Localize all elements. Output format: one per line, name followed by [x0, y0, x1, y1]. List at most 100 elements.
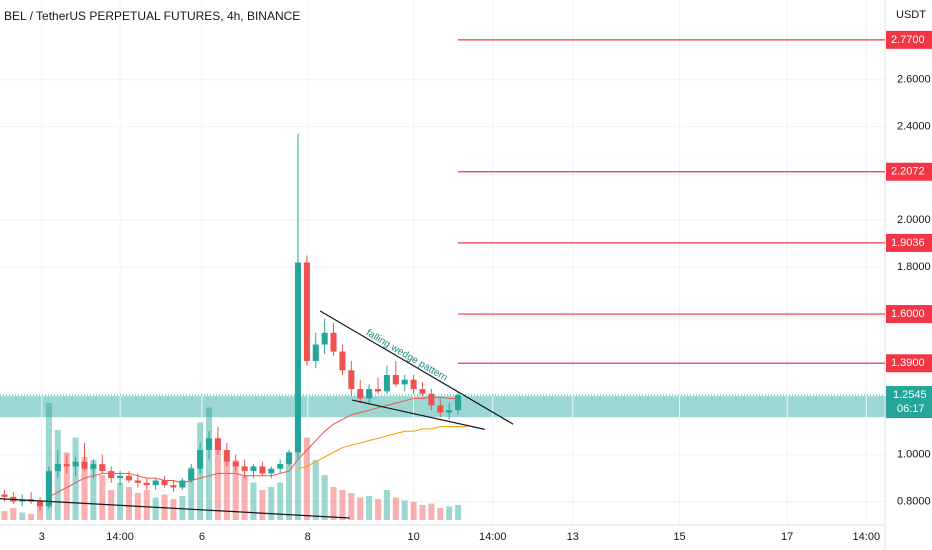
- trendline: [0, 498, 350, 519]
- price-level-tag: [886, 354, 932, 373]
- price-level-tag: [886, 162, 932, 181]
- y-tick-label: 2.6000: [897, 74, 931, 86]
- y-tick-label: 2.0000: [897, 214, 931, 226]
- trendline: [319, 310, 514, 425]
- plot-area: [0, 0, 932, 525]
- candle-body: [366, 389, 373, 399]
- volume-bar: [250, 482, 257, 520]
- volume-bar: [72, 437, 79, 520]
- volume-bar: [223, 452, 230, 520]
- volume-bar: [374, 499, 382, 520]
- candle-body: [143, 482, 150, 486]
- candle-body: [117, 475, 124, 479]
- price-level-label: 1.9036: [891, 237, 925, 249]
- candle-body: [286, 452, 293, 465]
- volume-bar: [90, 460, 97, 520]
- volume-bar: [366, 496, 373, 520]
- candle-body: [161, 480, 168, 486]
- candle-body: [312, 344, 319, 361]
- volume-bar: [45, 403, 52, 520]
- volume-bar: [214, 445, 221, 520]
- y-axis-label: USDT: [896, 9, 926, 21]
- volume-bar: [330, 487, 337, 520]
- price-level-tag: [886, 305, 932, 324]
- candle-body: [134, 480, 141, 483]
- volume-bar: [63, 452, 70, 520]
- candle-body: [179, 480, 186, 488]
- volume-bar: [125, 487, 132, 520]
- candle-body: [37, 501, 44, 507]
- volume-bar: [99, 475, 106, 520]
- volume-bar: [455, 505, 462, 520]
- volume-bar: [339, 490, 346, 520]
- volume-bar: [10, 508, 17, 520]
- candle-body: [72, 461, 79, 467]
- candle-body: [383, 375, 390, 392]
- y-tick-label: 0.8000: [897, 495, 931, 507]
- x-tick-label: 15: [673, 531, 685, 543]
- candle-body: [214, 438, 221, 450]
- candle-body: [241, 466, 248, 472]
- volume-bar: [383, 490, 390, 520]
- candle-body: [303, 262, 310, 361]
- last-price-tag: [886, 386, 932, 419]
- candle-body: [410, 379, 417, 390]
- candle-body: [339, 351, 346, 371]
- candle-body: [90, 464, 97, 469]
- y-tick-label: 2.4000: [897, 120, 931, 132]
- volume-bar: [410, 502, 417, 520]
- price-level-tag: [886, 233, 932, 252]
- y-tick-label: 1.8000: [897, 261, 931, 273]
- volume-bar: [232, 460, 239, 520]
- candle-body: [63, 464, 70, 467]
- volume-bar: [419, 505, 426, 520]
- candle-body: [374, 389, 382, 392]
- x-tick-label: 14:00: [106, 531, 134, 543]
- price-level-label: 2.2072: [891, 166, 925, 178]
- candle-body: [81, 461, 88, 469]
- volume-bar: [437, 508, 444, 520]
- candle-body: [54, 464, 61, 472]
- candle-body: [259, 466, 266, 474]
- x-tick-label: 3: [39, 531, 45, 543]
- candle-body: [223, 450, 230, 462]
- candle-body: [401, 379, 408, 385]
- volume-bar: [277, 482, 284, 520]
- x-tick-label: 17: [781, 531, 793, 543]
- candle-body: [99, 464, 106, 472]
- x-tick-label: 14:00: [479, 531, 507, 543]
- candle-body: [188, 468, 195, 481]
- x-tick-label: 8: [305, 531, 311, 543]
- price-level-tag: [886, 30, 932, 49]
- price-level-label: 1.3900: [891, 357, 925, 369]
- candle-body: [419, 389, 426, 394]
- candle-body: [1, 494, 8, 497]
- moving-average: [297, 426, 467, 470]
- price-level-label: 1.6000: [891, 308, 925, 320]
- candle-body: [205, 438, 213, 450]
- volume-bar: [303, 437, 310, 520]
- volume-bar: [179, 496, 186, 520]
- support-zone: [0, 396, 932, 418]
- countdown: 06:17: [897, 403, 925, 415]
- price-level-label: 2.7700: [891, 34, 925, 46]
- volume-bar: [1, 511, 8, 520]
- candle-body: [446, 410, 453, 413]
- volume-bar: [392, 497, 399, 520]
- candle-body: [357, 389, 364, 399]
- candle-body: [277, 464, 284, 469]
- candle-body: [321, 332, 328, 345]
- volume-bar: [28, 514, 35, 520]
- volume-bar: [37, 505, 44, 520]
- volume-bar: [170, 499, 177, 520]
- candle-body: [232, 461, 239, 467]
- candle-body: [268, 468, 275, 474]
- volume-bar: [401, 500, 408, 520]
- candle-body: [250, 466, 257, 472]
- candle-body: [437, 405, 444, 413]
- trendline: [352, 399, 485, 430]
- last-price-label: 1.2545: [893, 389, 927, 401]
- candle-body: [45, 471, 52, 507]
